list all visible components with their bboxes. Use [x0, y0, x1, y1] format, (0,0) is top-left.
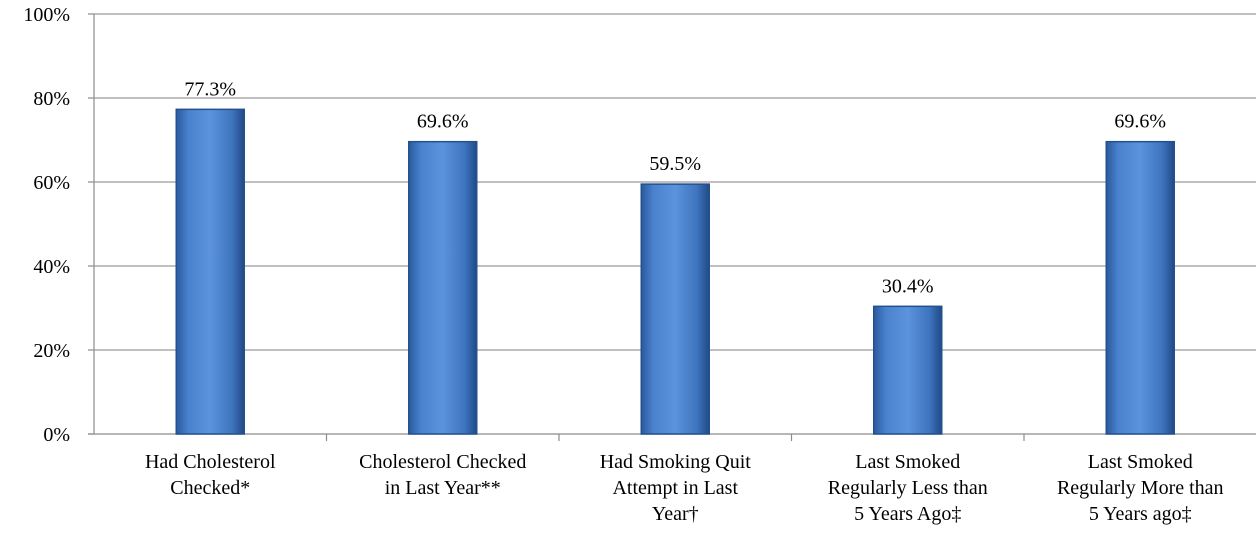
bar — [640, 183, 710, 435]
category-label: Had Smoking Quit — [600, 451, 752, 473]
data-label: 59.5% — [649, 153, 701, 175]
category-label: 5 Years Ago‡ — [854, 503, 961, 525]
category-label: 5 Years ago‡ — [1089, 503, 1192, 525]
category-label: Cholesterol Checked — [359, 451, 526, 473]
category-label: Checked* — [170, 477, 250, 499]
category-label: Attempt in Last — [612, 477, 738, 499]
bar — [175, 108, 245, 435]
category-label: Regularly More than — [1057, 477, 1224, 499]
y-tick-label: 20% — [33, 340, 70, 362]
y-tick-label: 100% — [23, 4, 70, 26]
gridlines — [94, 13, 1256, 351]
y-tick-labels: 0% 20% 40% 60% 80% 100% — [23, 4, 70, 446]
y-tick-label: 0% — [43, 424, 70, 446]
x-category-labels: Had Cholesterol Checked* Cholesterol Check… — [145, 451, 1224, 525]
y-tick-label: 40% — [33, 256, 70, 278]
data-label: 77.3% — [184, 78, 236, 100]
y-tick-label: 80% — [33, 88, 70, 110]
category-label: Last Smoked — [855, 451, 960, 473]
category-label: Last Smoked — [1088, 451, 1193, 473]
data-label: 69.6% — [1114, 111, 1166, 133]
bars — [175, 108, 1175, 435]
category-label: Had Cholesterol — [145, 451, 276, 473]
bar — [408, 140, 478, 435]
data-label: 69.6% — [417, 111, 469, 133]
y-tick-label: 60% — [33, 172, 70, 194]
category-label: Regularly Less than — [828, 477, 988, 499]
bar — [1105, 140, 1175, 435]
category-label: Year† — [652, 503, 699, 525]
category-label: in Last Year** — [385, 477, 501, 499]
data-label: 30.4% — [882, 275, 934, 297]
bar — [873, 305, 943, 435]
data-labels: 77.3% 69.6% 59.5% 30.4% 69.6% — [184, 78, 1166, 297]
